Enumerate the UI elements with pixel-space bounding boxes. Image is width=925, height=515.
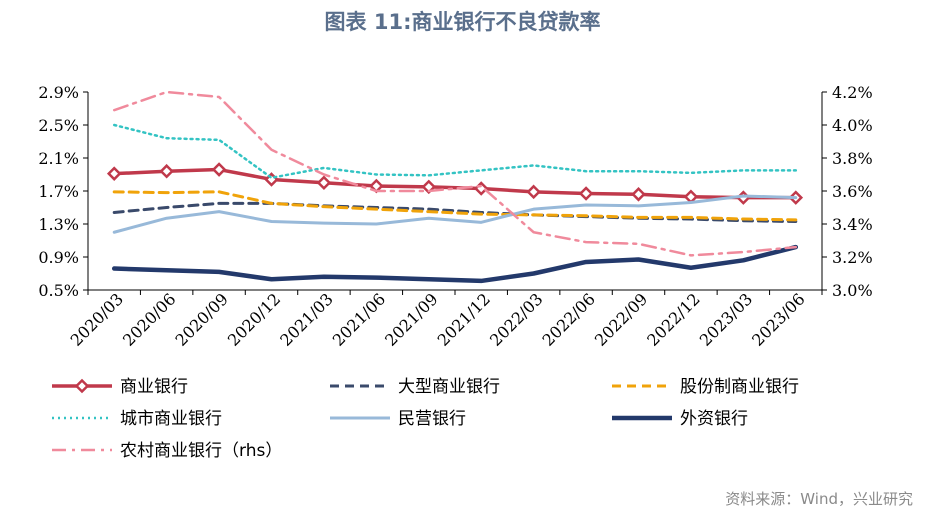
series-line-4 <box>112 194 798 234</box>
series-line-2 <box>112 190 798 222</box>
left-y-tick-label: 1.3% <box>38 215 79 234</box>
data-point-marker <box>264 172 279 187</box>
data-point-marker <box>631 187 646 202</box>
legend-label-4: 民营银行 <box>398 409 466 429</box>
chart-title: 图表 11:商业银行不良贷款率 <box>324 10 601 34</box>
right-y-tick-label: 4.0% <box>832 116 873 135</box>
x-tick-label: 2022/06 <box>538 289 598 349</box>
source-note: 资料来源：Wind，兴业研究 <box>725 490 913 508</box>
left-y-tick-label: 1.7% <box>38 182 79 201</box>
x-tick-label: 2021/03 <box>276 289 336 349</box>
legend-marker <box>74 378 90 394</box>
right-y-tick-label: 4.2% <box>832 83 873 102</box>
data-point-marker <box>211 162 227 177</box>
plot-area <box>106 90 804 284</box>
series-line-6 <box>112 90 798 257</box>
chart-axes <box>83 91 827 295</box>
left-y-tick-label: 0.9% <box>38 248 79 267</box>
data-point-marker <box>578 186 594 201</box>
x-tick-label: 2020/06 <box>119 289 179 349</box>
right-y-tick-label: 3.2% <box>832 248 873 267</box>
x-tick-label: 2020/09 <box>171 289 231 349</box>
left-y-tick-label: 2.1% <box>38 149 79 168</box>
legend-label-3: 城市商业银行 <box>120 409 222 429</box>
legend-label-1: 大型商业银行 <box>398 377 500 397</box>
x-tick-label: 2021/12 <box>434 289 494 349</box>
data-point-marker <box>159 163 174 179</box>
x-tick-label: 2022/09 <box>591 289 651 349</box>
x-tick-label: 2022/03 <box>486 289 546 349</box>
data-point-marker <box>316 175 332 191</box>
left-y-tick-label: 0.5% <box>38 281 79 300</box>
right-y-tick-label: 3.4% <box>832 215 873 234</box>
series-line-3 <box>112 123 798 180</box>
left-y-tick-label: 2.5% <box>38 116 79 135</box>
series-line-0 <box>112 167 798 200</box>
legend-label-5: 外资银行 <box>680 409 748 429</box>
right-y-tick-label: 3.6% <box>832 182 873 201</box>
x-tick-label: 2020/12 <box>224 289 284 349</box>
series-line-1 <box>112 201 798 224</box>
right-y-tick-label: 3.8% <box>832 149 873 168</box>
right-y-tick-label: 3.0% <box>832 281 873 300</box>
series-line-5 <box>111 244 799 284</box>
x-tick-label: 2021/06 <box>329 289 389 349</box>
data-point-marker <box>106 166 122 181</box>
x-tick-label: 2023/03 <box>696 289 756 349</box>
legend-label-2: 股份制商业银行 <box>680 377 799 397</box>
data-point-marker <box>526 184 541 200</box>
legend-label-0: 商业银行 <box>120 377 188 397</box>
left-y-tick-label: 2.9% <box>38 83 79 102</box>
x-tick-label: 2021/09 <box>381 289 441 349</box>
x-tick-label: 2023/06 <box>748 289 808 349</box>
left-y-tick-labels: 2.9% 2.5% 2.1% 1.7% 1.3% 0.9% 0.5% <box>38 83 79 300</box>
x-tick-label: 2022/12 <box>643 289 703 349</box>
legend-label-6: 农村商业银行（rhs） <box>120 441 282 461</box>
right-y-tick-labels: 4.2% 4.0% 3.8% 3.6% 3.4% 3.2% 3.0% <box>832 83 873 300</box>
x-tick-labels: 2020/032020/062020/092020/122021/032021/… <box>67 289 809 349</box>
